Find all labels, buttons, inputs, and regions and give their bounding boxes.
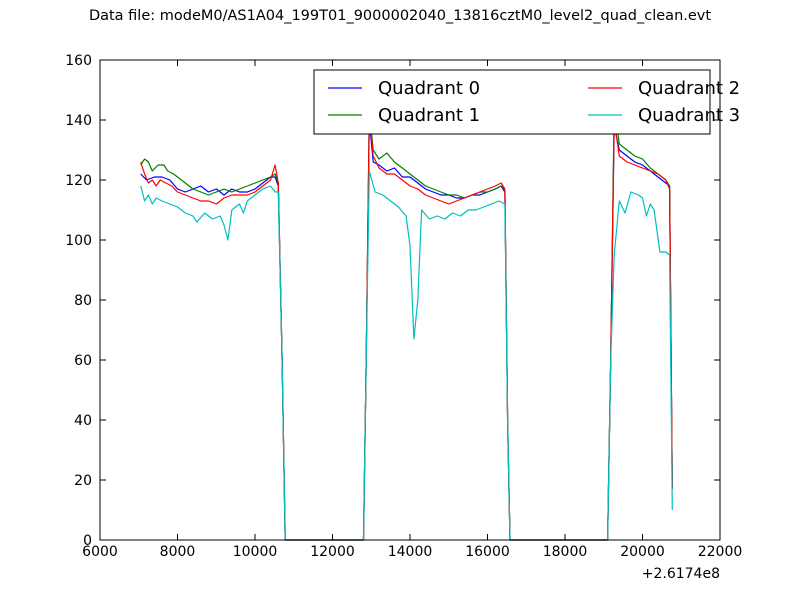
y-axis: 0 20 40 60 80 100 120 140 160 [65, 53, 720, 549]
y-tick-label: 120 [65, 173, 92, 189]
x-tick-label: 16000 [465, 544, 510, 560]
y-tick-label: 160 [65, 53, 92, 69]
legend-label-quadrant-2: Quadrant 2 [638, 78, 740, 99]
legend-label-quadrant-1: Quadrant 1 [378, 105, 480, 126]
legend: Quadrant 0 Quadrant 1 Quadrant 2 Quadrant 3 [313, 69, 740, 135]
x-tick-label: 6000 [82, 544, 118, 560]
x-tick-label: 12000 [310, 544, 355, 560]
y-tick-label: 100 [65, 233, 92, 249]
y-tick-label: 80 [74, 293, 92, 309]
x-axis: 6000 8000 10000 12000 14000 16000 18000 20000 22… [82, 60, 742, 560]
y-tick-label: 20 [74, 473, 92, 489]
x-tick-label: 14000 [388, 544, 433, 560]
y-tick-label: 140 [65, 113, 92, 129]
x-offset-label: +2.6174e8 [642, 566, 720, 582]
chart-title: Data file: modeM0/AS1A04_199T01_90000020… [88, 8, 712, 24]
series-line-quadrant-3 [140, 170, 673, 541]
x-tick-label: 18000 [543, 544, 588, 560]
series-lines [140, 104, 673, 541]
y-tick-label: 0 [83, 533, 92, 549]
series-line-quadrant-2 [140, 110, 673, 541]
legend-box [313, 69, 711, 135]
y-tick-label: 40 [74, 413, 92, 429]
y-tick-label: 60 [74, 353, 92, 369]
x-tick-label: 20000 [620, 544, 665, 560]
x-tick-label: 22000 [698, 544, 743, 560]
x-tick-label: 8000 [160, 544, 196, 560]
x-tick-label: 10000 [233, 544, 278, 560]
series-line-quadrant-1 [140, 104, 673, 541]
legend-label-quadrant-0: Quadrant 0 [378, 78, 480, 99]
legend-label-quadrant-3: Quadrant 3 [638, 105, 740, 126]
